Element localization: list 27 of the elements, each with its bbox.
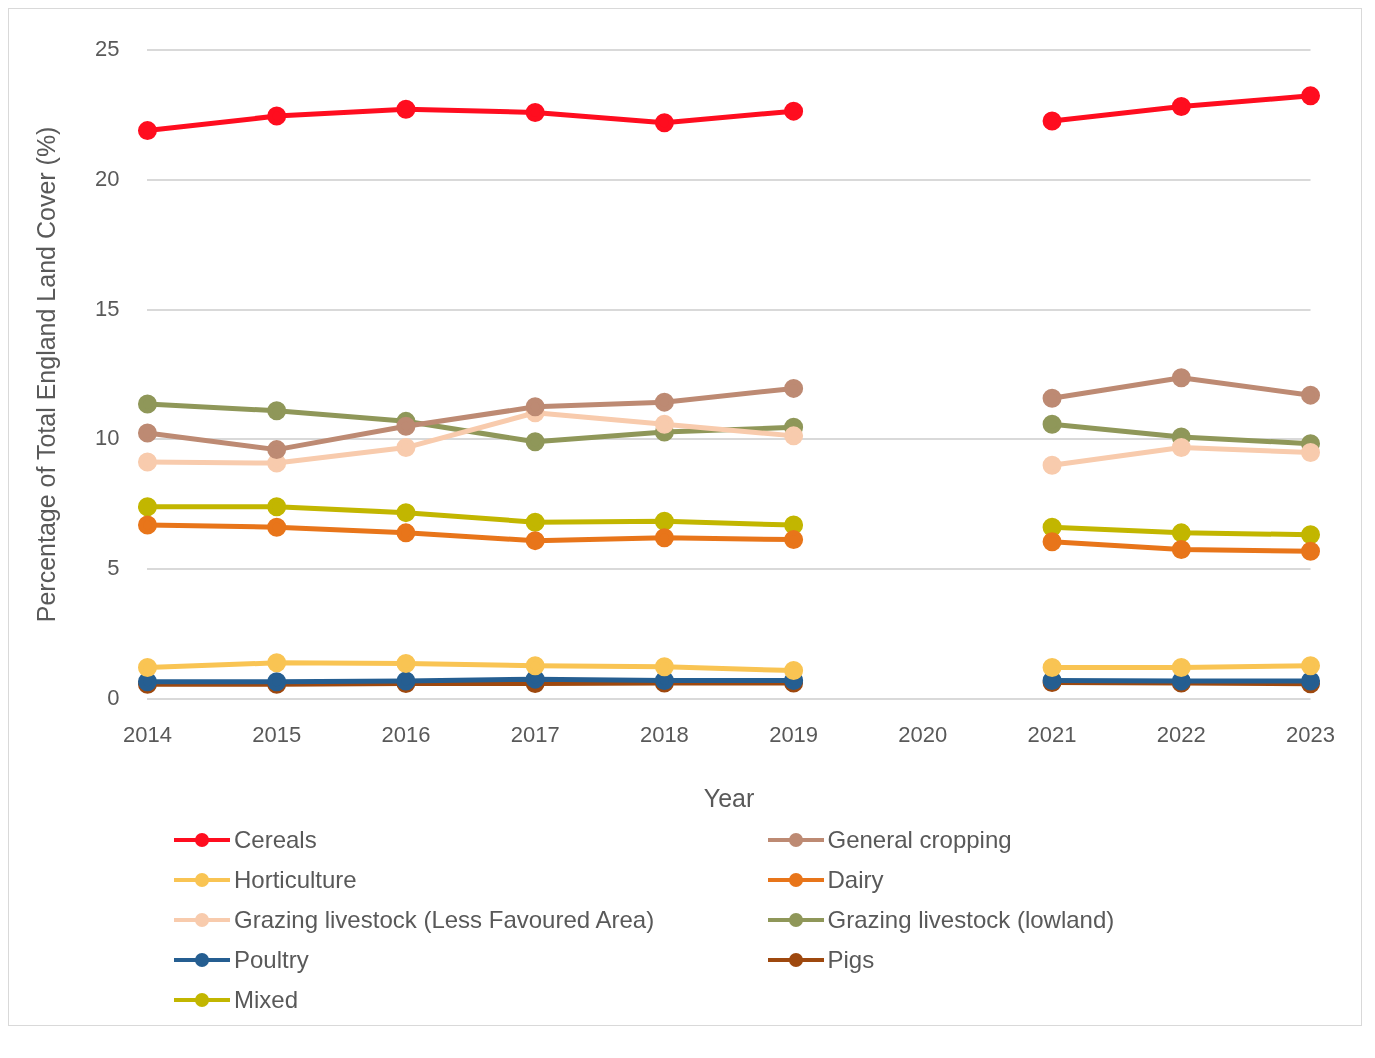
legend-label: Horticulture [234,866,357,894]
legend-label: Poultry [234,946,309,974]
legend-label: Cereals [234,826,317,854]
legend-label: Dairy [827,866,884,894]
y-tick-label: 10 [94,425,120,451]
x-tick-label: 2020 [898,721,948,747]
y-tick-label: 25 [94,36,120,62]
y-tick-label: 0 [107,684,120,710]
legend-label: Mixed [234,986,299,1014]
x-tick-label: 2021 [1027,721,1077,747]
legend-label: Grazing livestock (lowland) [827,906,1115,934]
x-tick-label: 2015 [252,721,302,747]
y-tick-label: 5 [107,554,120,580]
x-tick-label: 2016 [381,721,431,747]
x-tick-label: 2023 [1286,721,1336,747]
x-tick-label: 2019 [769,721,819,747]
x-tick-label: 2014 [122,721,172,747]
y-tick-label: 15 [94,295,120,321]
x-tick-label: 2017 [510,721,560,747]
x-tick-label: 2018 [639,721,689,747]
legend-label: Grazing livestock (Less Favoured Area) [234,906,655,934]
x-tick-label: 2022 [1156,721,1206,747]
legend-label: General cropping [827,826,1012,854]
x-axis-title: Year [703,783,755,812]
y-axis-title: Percentage of Total England Land Cover (%) [31,126,60,623]
legend-label: Pigs [827,946,875,974]
y-tick-label: 20 [94,165,120,191]
